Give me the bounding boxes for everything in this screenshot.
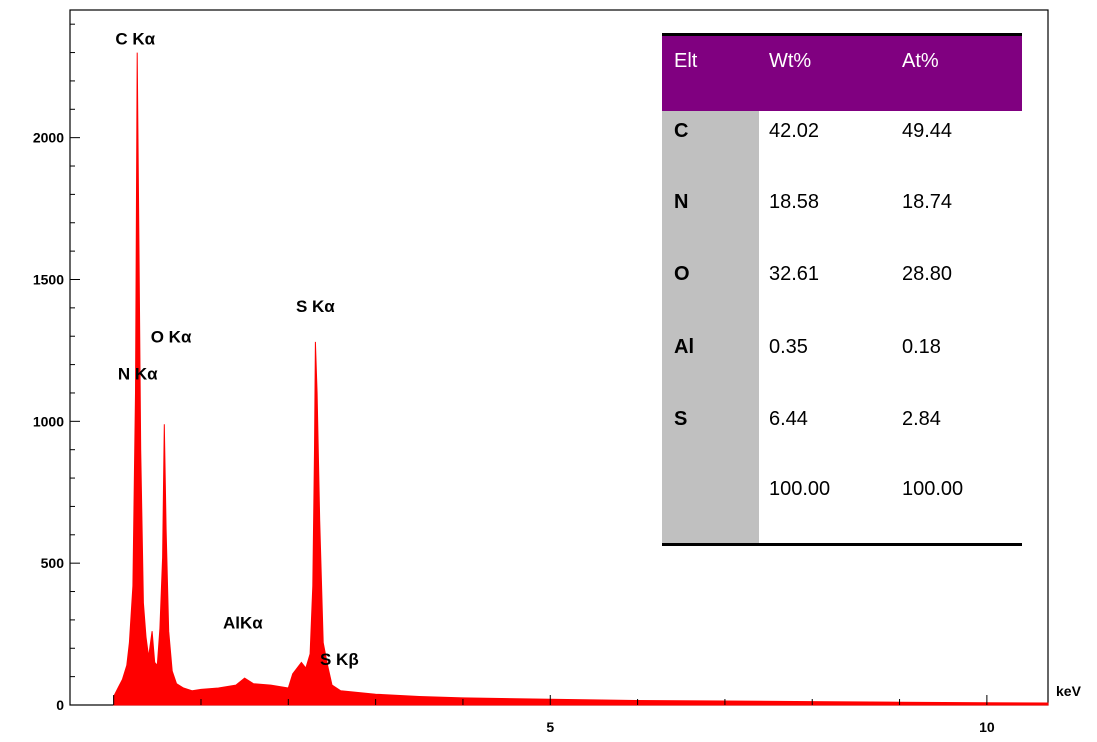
row-total-wt: 100.00 xyxy=(769,478,831,500)
y-axis-ticks: 0 500 1000 1500 2000 xyxy=(33,23,80,713)
quantification-table: Elt Wt% At% C 42.02 49.44 N 18.58 18.74 … xyxy=(662,33,1022,547)
table-header: Elt Wt% At% xyxy=(662,36,1022,111)
y-tick-label: 1000 xyxy=(33,413,64,429)
row-4-element: S xyxy=(674,408,688,430)
peak-label-2: N Kα xyxy=(118,365,158,384)
y-tick-label: 500 xyxy=(41,555,65,571)
x-tick-label: 5 xyxy=(546,719,554,735)
element-column-background xyxy=(662,111,759,543)
header-at: At% xyxy=(902,50,939,72)
row-4-wt: 6.44 xyxy=(769,408,808,430)
row-1-element: N xyxy=(674,191,689,213)
peak-label-1: O Kα xyxy=(151,327,192,346)
row-2-at: 28.80 xyxy=(902,263,953,285)
row-4-at: 2.84 xyxy=(902,408,941,430)
peak-annotations: C Kα O Kα N Kα S Kα AlKα S Kβ xyxy=(115,30,358,669)
row-0-wt: 42.02 xyxy=(769,120,820,142)
spectrum-series xyxy=(113,52,1049,706)
spectrum-area xyxy=(113,52,1049,706)
row-3-element: Al xyxy=(674,336,694,358)
peak-label-0: C Kα xyxy=(115,30,155,49)
x-axis-label: keV xyxy=(1056,683,1082,699)
row-2-wt: 32.61 xyxy=(769,263,820,285)
y-tick-label: 1500 xyxy=(33,271,64,287)
table-bottom-rule xyxy=(662,543,1022,546)
row-total-at: 100.00 xyxy=(902,478,964,500)
row-3-wt: 0.35 xyxy=(769,336,808,358)
table-top-rule xyxy=(662,33,1022,36)
row-1-at: 18.74 xyxy=(902,191,953,213)
header-wt: Wt% xyxy=(769,50,812,72)
row-1-wt: 18.58 xyxy=(769,191,820,213)
y-tick-label: 2000 xyxy=(33,130,64,146)
row-2-element: O xyxy=(674,263,690,285)
x-tick-label: 10 xyxy=(979,719,995,735)
header-elt: Elt xyxy=(674,50,698,72)
row-0-at: 49.44 xyxy=(902,120,953,142)
peak-label-4: AlKα xyxy=(223,613,263,632)
y-tick-label: 0 xyxy=(56,697,64,713)
peak-label-5: S Kβ xyxy=(320,650,359,669)
peak-label-3: S Kα xyxy=(296,297,335,316)
row-3-at: 0.18 xyxy=(902,336,941,358)
row-0-element: C xyxy=(674,120,689,142)
x-axis-ticks: 5 10 xyxy=(113,695,995,735)
